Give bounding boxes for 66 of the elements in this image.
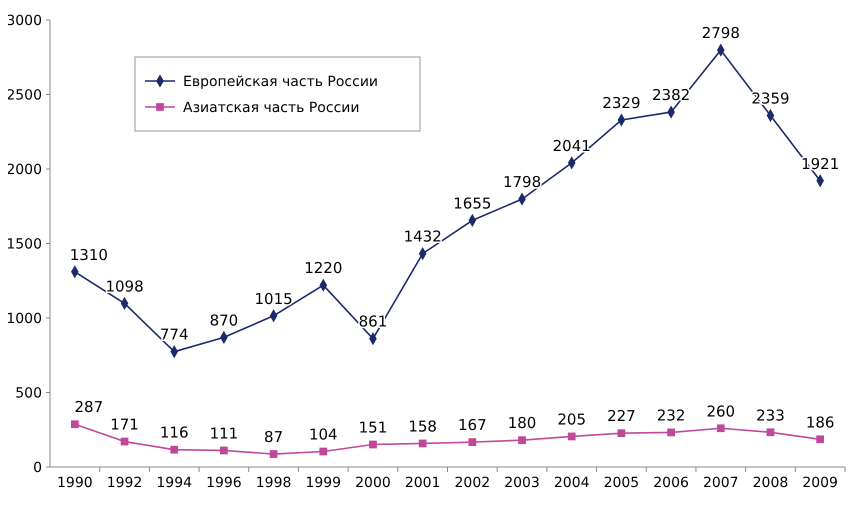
- data-label: 111: [210, 424, 238, 442]
- legend-label: Азиатская часть России: [183, 100, 360, 116]
- x-tick-label: 2001: [404, 475, 440, 491]
- point: [766, 428, 774, 436]
- x-tick-label: 2008: [752, 475, 788, 491]
- x-tick-label: 2004: [554, 475, 590, 491]
- data-label: 158: [408, 417, 437, 436]
- legend-label: Европейская часть России: [183, 74, 378, 90]
- point: [369, 440, 377, 448]
- data-label: 227: [607, 407, 636, 426]
- y-tick-label: 0: [33, 460, 42, 476]
- data-label: 1015: [254, 290, 293, 308]
- data-label: 774: [160, 326, 189, 344]
- data-label: 1220: [304, 259, 342, 278]
- point: [618, 429, 626, 438]
- data-label: 287: [74, 398, 104, 416]
- point: [667, 428, 675, 436]
- x-tick-label: 2002: [454, 475, 490, 491]
- x-tick-label: 2009: [802, 475, 838, 491]
- data-label: 171: [110, 416, 139, 434]
- data-label: 186: [806, 413, 834, 432]
- point: [816, 435, 824, 444]
- data-label: 104: [308, 426, 338, 444]
- x-tick-label: 1990: [57, 475, 93, 491]
- y-tick-label: 1500: [6, 236, 42, 252]
- point: [468, 438, 476, 446]
- point: [270, 450, 278, 458]
- point: [120, 438, 128, 446]
- data-label: 116: [160, 424, 189, 442]
- data-label: 167: [458, 416, 487, 434]
- data-label: 1432: [404, 228, 442, 246]
- data-label: 1098: [105, 277, 144, 296]
- point: [418, 440, 427, 448]
- x-tick-label: 2003: [504, 475, 540, 491]
- data-label: 180: [508, 414, 536, 432]
- data-label: 233: [756, 406, 785, 424]
- data-label: 2041: [552, 136, 591, 155]
- data-label: 205: [557, 410, 586, 428]
- y-tick-label: 500: [15, 385, 42, 402]
- point: [518, 436, 526, 444]
- data-label: 1310: [70, 246, 108, 264]
- x-tick-label: 1992: [106, 475, 142, 491]
- point: [70, 420, 79, 428]
- data-label: 151: [358, 418, 388, 436]
- x-tick-label: 2005: [604, 475, 640, 491]
- point: [170, 446, 178, 454]
- data-label: 87: [264, 428, 284, 446]
- data-label: 1798: [502, 173, 542, 192]
- point: [716, 424, 725, 432]
- data-label: 2798: [702, 24, 740, 42]
- data-label: 1655: [453, 194, 492, 212]
- point: [220, 446, 228, 454]
- x-tick-label: 1999: [305, 475, 342, 491]
- point: [319, 448, 328, 456]
- x-tick-label: 2006: [653, 475, 689, 491]
- data-label: 2329: [602, 94, 640, 112]
- x-tick-label: 2000: [355, 475, 391, 491]
- x-tick-label: 2007: [702, 475, 739, 491]
- x-tick-label: 1996: [206, 475, 242, 491]
- x-tick-label: 1994: [156, 475, 192, 491]
- x-tick-label: 1998: [256, 475, 292, 491]
- data-label: 232: [656, 406, 686, 424]
- point: [568, 432, 576, 440]
- y-tick-label: 1000: [6, 310, 42, 327]
- data-label: 870: [210, 311, 238, 330]
- data-label: 260: [706, 402, 736, 420]
